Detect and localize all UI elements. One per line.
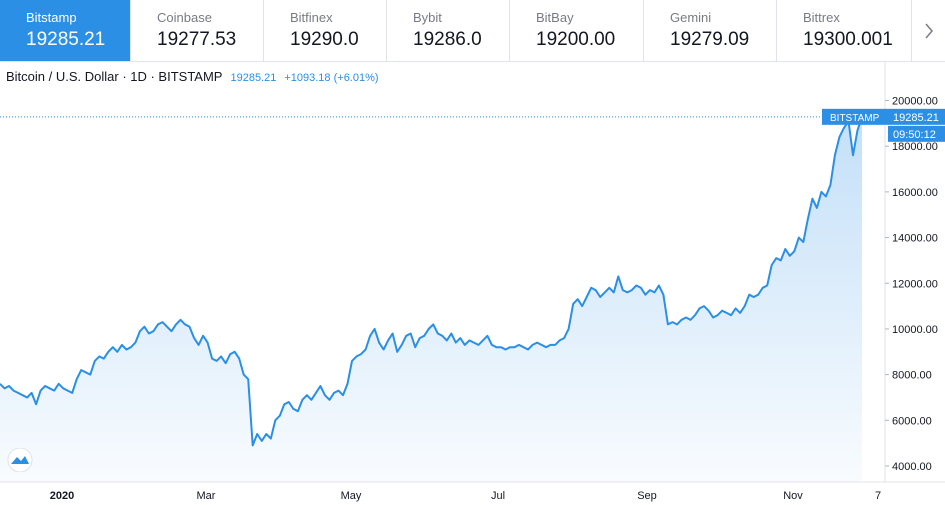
symbol-title: Bitcoin / U.S. Dollar · 1D · BITSTAMP [6,69,223,84]
y-tick-label: 18000.00 [892,141,938,153]
x-tick-label: Nov [783,490,803,502]
header-price: 19285.21 [230,72,277,84]
x-tick-label: Sep [637,490,657,502]
y-tick-label: 8000.00 [892,370,932,382]
x-tick-label: May [341,490,362,502]
y-tick-label: 6000.00 [892,415,932,427]
exchange-name: Coinbase [157,10,212,25]
exchange-tabs: Bitstamp 19285.21 Coinbase 19277.53 Bitfinex… [0,0,945,62]
y-tick-label: 12000.00 [892,278,938,290]
exchange-tab-bybit[interactable]: Bybit 19286.0 [387,0,510,61]
exchange-tab-bittrex[interactable]: Bittrex 19300.001 [777,0,912,61]
x-tick-label: Jul [491,490,505,502]
exchange-tab-bitbay[interactable]: BitBay 19200.00 [510,0,644,61]
y-tick-label: 20000.00 [892,96,938,108]
exchange-price: 19285.21 [26,29,106,50]
exchange-price: 19200.00 [536,29,616,50]
chart-header: Bitcoin / U.S. Dollar · 1D · BITSTAMP 192… [6,69,379,84]
exchange-price: 19286.0 [413,29,482,50]
exchange-price: 19279.09 [670,29,750,50]
exchange-tab-coinbase[interactable]: Coinbase 19277.53 [131,0,264,61]
y-tick-label: 4000.00 [892,461,932,473]
last-price-tag [822,108,945,125]
header-change: +1093.18 (+6.01%) [284,72,379,84]
exchange-name: BitBay [536,10,574,25]
chevron-right-icon [924,23,933,38]
exchange-name: Bitstamp [26,10,77,25]
y-tick-label: 16000.00 [892,187,938,199]
exchange-name: Bitfinex [290,10,333,25]
exchange-tab-gemini[interactable]: Gemini 19279.09 [644,0,777,61]
last-price-label: 19285.21 [893,112,939,124]
exchange-price: 19300.001 [803,29,893,50]
countdown-tag [888,125,945,142]
exchange-name: Bybit [413,10,442,25]
y-tick-label: 14000.00 [892,233,938,245]
price-line [0,116,863,447]
exchange-name: Gemini [670,10,712,25]
price-area [0,116,862,483]
x-tick-label: 2020 [50,490,74,502]
tabs-next-button[interactable] [912,0,945,61]
price-source-label: BITSTAMP [830,113,880,124]
countdown-label: 09:50:12 [893,129,936,141]
price-chart[interactable]: 4000.00 6000.00 8000.00 10000.00 12000.00 140… [0,62,945,505]
exchange-tab-bitfinex[interactable]: Bitfinex 19290.0 [264,0,387,61]
exchange-price: 19277.53 [157,29,237,50]
exchange-tab-bitstamp[interactable]: Bitstamp 19285.21 [0,0,131,61]
exchange-name: Bittrex [803,10,840,25]
x-tick-label: 7 [875,490,881,502]
exchange-price: 19290.0 [290,29,359,50]
tradingview-logo-icon[interactable] [6,448,34,472]
y-tick-label: 10000.00 [892,324,938,336]
x-tick-label: Mar [197,490,216,502]
